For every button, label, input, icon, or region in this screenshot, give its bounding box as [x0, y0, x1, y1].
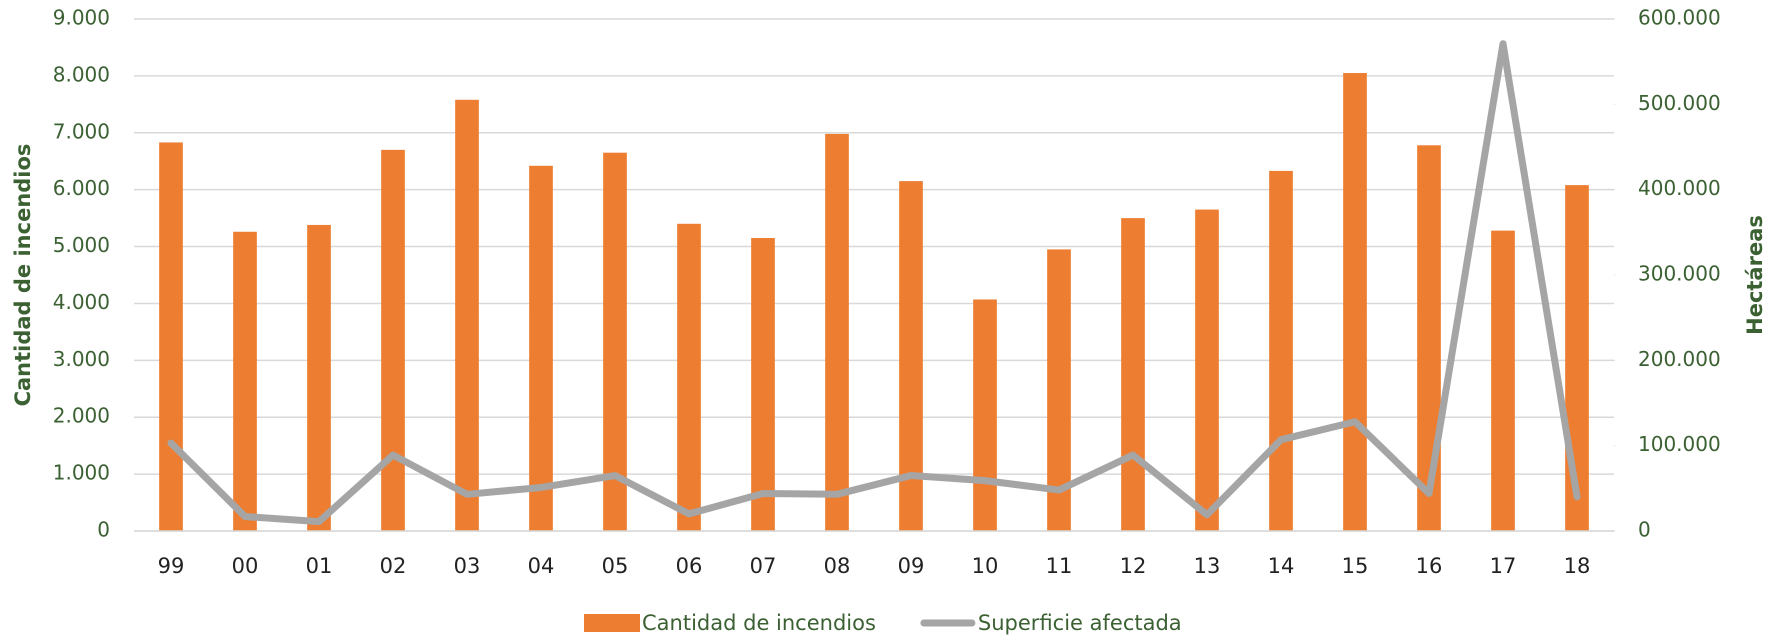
x-tick-label: 99 [158, 554, 185, 578]
x-tick-label: 00 [232, 554, 259, 578]
x-tick-label: 03 [454, 554, 481, 578]
y2-tick-label: 100.000 [1638, 432, 1721, 456]
y2-tick-label: 600.000 [1638, 6, 1721, 30]
bar [1343, 73, 1367, 532]
x-tick-label: 18 [1564, 554, 1591, 578]
y-tick-label: 0 [97, 518, 110, 542]
y-tick-label: 8.000 [53, 62, 110, 86]
bar [1195, 209, 1219, 532]
x-tick-label: 14 [1268, 554, 1295, 578]
x-tick-label: 17 [1490, 554, 1517, 578]
y-tick-label: 3.000 [53, 347, 110, 371]
legend-label: Cantidad de incendios [642, 611, 876, 635]
bar [381, 149, 405, 531]
bar [1417, 145, 1441, 531]
x-tick-label: 08 [824, 554, 851, 578]
bar [307, 224, 331, 531]
bar [751, 238, 775, 531]
bar [1269, 170, 1293, 532]
y2-tick-label: 300.000 [1638, 262, 1721, 286]
bar [1491, 230, 1515, 532]
x-tick-label: 11 [1046, 554, 1073, 578]
bar [899, 181, 923, 531]
x-tick-label: 16 [1416, 554, 1443, 578]
y2-axis-title: Hectáreas [1743, 215, 1767, 335]
bar [973, 299, 997, 531]
bar [1047, 249, 1071, 531]
bar [603, 152, 627, 531]
y-tick-label: 7.000 [53, 119, 110, 143]
x-tick-label: 09 [898, 554, 925, 578]
x-tick-label: 05 [602, 554, 629, 578]
y-tick-label: 9.000 [53, 6, 110, 30]
legend-label: Superficie afectada [978, 611, 1182, 635]
bar [159, 142, 183, 531]
x-tick-label: 12 [1120, 554, 1147, 578]
x-tick-label: 02 [380, 554, 407, 578]
y-axis-title: Cantidad de incendios [11, 144, 35, 407]
y-tick-label: 5.000 [53, 233, 110, 257]
x-tick-label: 15 [1342, 554, 1369, 578]
y2-tick-label: 200.000 [1638, 347, 1721, 371]
x-tick-label: 04 [528, 554, 555, 578]
line [167, 40, 1581, 526]
bar [1121, 218, 1145, 531]
y2-tick-label: 400.000 [1638, 176, 1721, 200]
x-tick-label: 10 [972, 554, 999, 578]
y2-tick-label: 500.000 [1638, 91, 1721, 115]
x-tick-label: 01 [306, 554, 333, 578]
bar [529, 165, 553, 532]
y-tick-label: 6.000 [53, 176, 110, 200]
y-tick-label: 2.000 [53, 404, 110, 428]
bar [455, 99, 479, 531]
y-tick-label: 1.000 [53, 461, 110, 485]
x-tick-label: 06 [676, 554, 703, 578]
legend-swatch [584, 614, 640, 632]
y2-tick-label: 0 [1638, 518, 1651, 542]
y-tick-label: 4.000 [53, 290, 110, 314]
x-tick-label: 07 [750, 554, 777, 578]
bar [677, 223, 701, 532]
bar [233, 231, 257, 531]
bar [825, 133, 849, 531]
x-tick-label: 13 [1194, 554, 1221, 578]
